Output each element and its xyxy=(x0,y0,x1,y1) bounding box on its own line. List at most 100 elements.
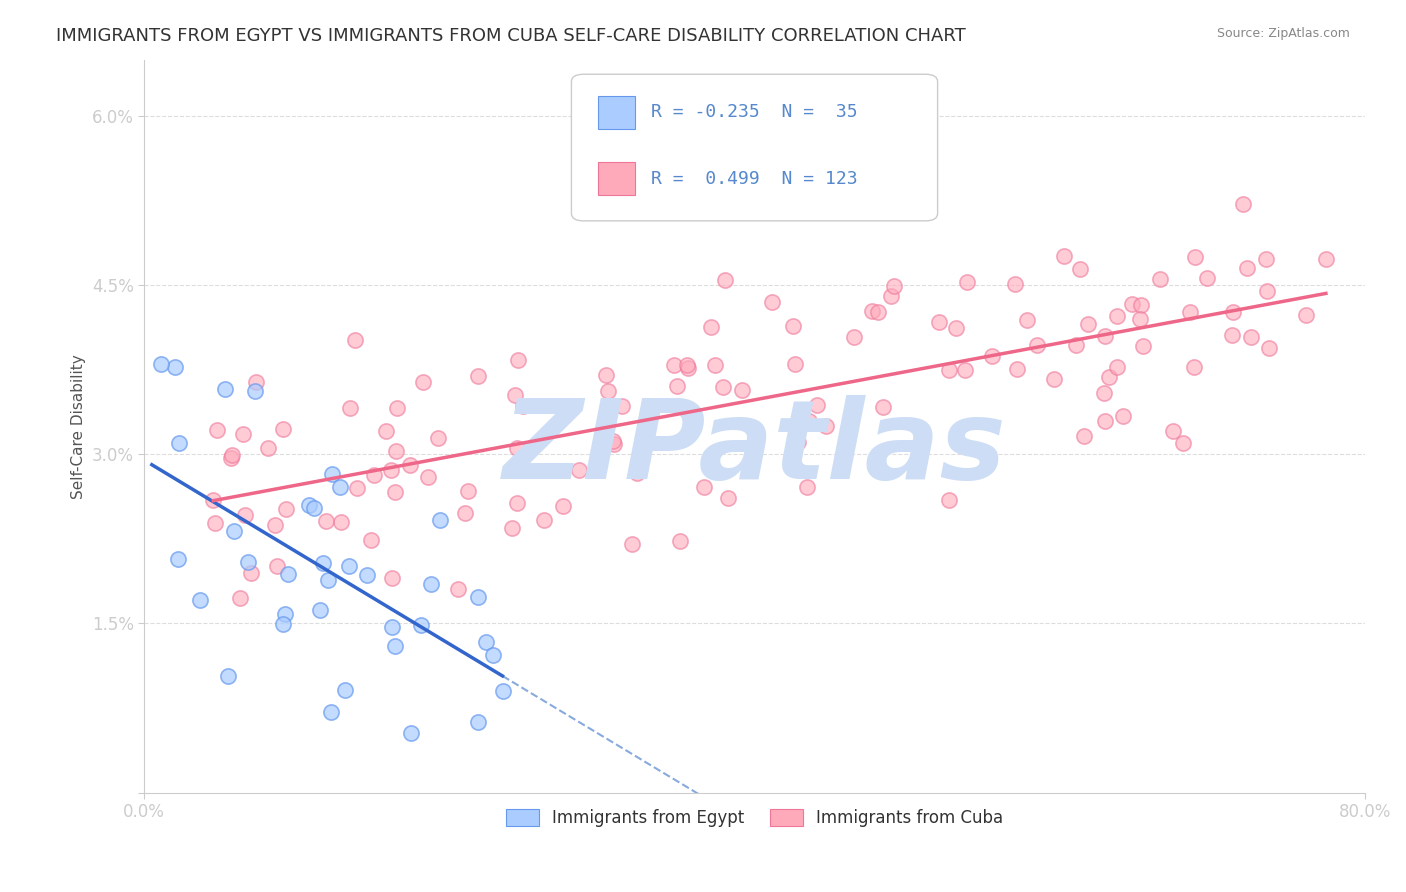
Point xyxy=(221,448,243,462)
Point xyxy=(612,399,634,413)
Point xyxy=(385,401,408,415)
Point xyxy=(467,369,489,384)
FancyBboxPatch shape xyxy=(571,74,938,221)
Point xyxy=(1149,272,1171,286)
Point xyxy=(938,493,960,508)
Point xyxy=(474,634,496,648)
Point xyxy=(676,358,699,372)
Point xyxy=(447,582,470,596)
Point xyxy=(1077,317,1099,331)
Point xyxy=(375,424,398,438)
Point xyxy=(467,715,489,730)
Point xyxy=(454,506,477,520)
Point xyxy=(714,273,737,287)
Point xyxy=(363,467,385,482)
FancyBboxPatch shape xyxy=(599,96,636,129)
Point xyxy=(1026,338,1049,352)
Point xyxy=(1094,414,1116,428)
Point xyxy=(711,380,734,394)
Point xyxy=(384,485,406,500)
Point xyxy=(1043,372,1066,386)
Point xyxy=(796,480,818,494)
Point xyxy=(1240,329,1263,343)
Point xyxy=(273,422,295,436)
Point xyxy=(481,648,503,663)
Point xyxy=(243,384,266,398)
Point xyxy=(319,705,342,719)
Point xyxy=(274,607,297,622)
Point xyxy=(783,357,806,371)
Point xyxy=(1236,261,1258,276)
Point xyxy=(380,463,402,477)
Point xyxy=(1064,338,1087,352)
Point xyxy=(1069,261,1091,276)
Point xyxy=(568,463,591,477)
Point xyxy=(553,499,575,513)
Y-axis label: Self-Care Disability: Self-Care Disability xyxy=(72,354,86,499)
Point xyxy=(381,571,404,585)
Point xyxy=(506,496,529,510)
Point xyxy=(166,552,188,566)
Point xyxy=(1182,360,1205,375)
Point xyxy=(860,304,883,318)
Point xyxy=(693,480,716,494)
Text: R = -0.235  N =  35: R = -0.235 N = 35 xyxy=(651,103,858,121)
Point xyxy=(595,368,617,382)
Point xyxy=(271,617,294,632)
Point xyxy=(266,558,288,573)
Point xyxy=(953,362,976,376)
Point xyxy=(1098,369,1121,384)
Text: IMMIGRANTS FROM EGYPT VS IMMIGRANTS FROM CUBA SELF-CARE DISABILITY CORRELATION C: IMMIGRANTS FROM EGYPT VS IMMIGRANTS FROM… xyxy=(56,27,966,45)
Point xyxy=(165,359,187,374)
Point xyxy=(928,315,950,329)
Point xyxy=(1232,197,1254,211)
Point xyxy=(257,441,280,455)
Point xyxy=(1073,429,1095,443)
Point xyxy=(814,419,837,434)
Point xyxy=(245,375,267,389)
Point xyxy=(1295,308,1317,322)
Point xyxy=(1184,251,1206,265)
Point xyxy=(457,484,479,499)
Point xyxy=(501,521,523,535)
Point xyxy=(346,481,368,495)
Point xyxy=(409,617,432,632)
Point xyxy=(333,683,356,698)
Point xyxy=(761,295,783,310)
Point xyxy=(945,320,967,334)
Text: ZIPatlas: ZIPatlas xyxy=(502,394,1007,501)
Point xyxy=(1107,359,1129,374)
Point xyxy=(508,353,530,368)
Point xyxy=(235,508,257,522)
Point xyxy=(1180,305,1202,319)
Point xyxy=(277,566,299,581)
Point xyxy=(1132,339,1154,353)
Point xyxy=(1129,298,1152,312)
Point xyxy=(337,558,360,573)
Point xyxy=(1315,252,1337,267)
Point xyxy=(1222,305,1244,319)
Point xyxy=(399,458,422,472)
Point xyxy=(312,556,335,570)
Point xyxy=(188,592,211,607)
Point xyxy=(980,349,1002,363)
Point xyxy=(420,576,443,591)
Point xyxy=(228,591,250,605)
Point xyxy=(263,517,285,532)
Point xyxy=(467,590,489,604)
Point xyxy=(302,501,325,516)
Point xyxy=(666,379,689,393)
Point xyxy=(1254,252,1277,266)
Point xyxy=(506,442,529,456)
Point xyxy=(1256,285,1278,299)
Legend: Immigrants from Egypt, Immigrants from Cuba: Immigrants from Egypt, Immigrants from C… xyxy=(498,801,1012,836)
Point xyxy=(1220,328,1243,343)
Point xyxy=(343,334,366,348)
Point xyxy=(418,470,440,484)
Point xyxy=(806,398,828,412)
Point xyxy=(339,401,361,415)
Point xyxy=(149,357,172,371)
Point xyxy=(786,434,808,449)
Point xyxy=(662,358,685,372)
Point xyxy=(668,533,690,548)
